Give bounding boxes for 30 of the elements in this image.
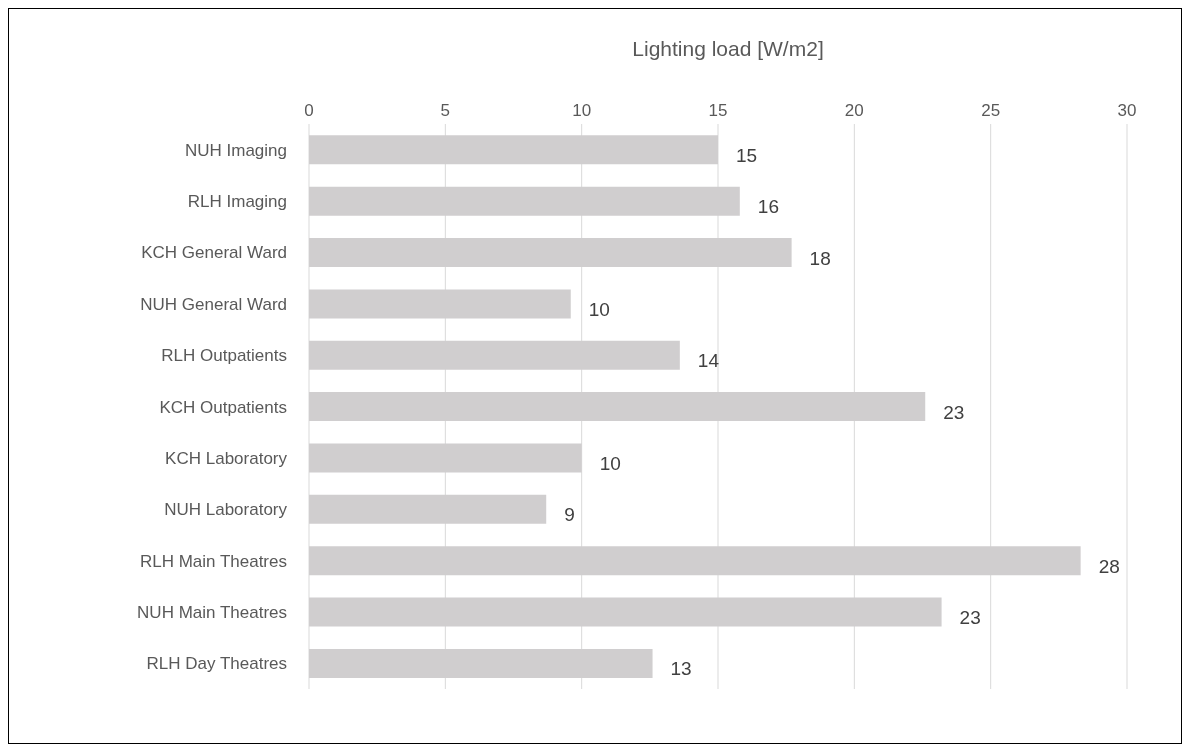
data-label: 9: [564, 504, 575, 526]
x-tick-label: 20: [844, 101, 864, 120]
y-tick-label: RLH Outpatients: [161, 346, 287, 366]
x-tick-label: 5: [440, 101, 451, 120]
data-label: 18: [809, 247, 831, 269]
x-tick-label: 15: [708, 101, 728, 120]
x-axis-title: Lighting load [W/m2]: [631, 37, 825, 61]
x-tick-label: 10: [572, 101, 592, 120]
y-tick-label: KCH Laboratory: [165, 448, 288, 468]
data-label: 23: [943, 401, 965, 423]
y-tick-label: RLH Main Theatres: [139, 551, 287, 571]
data-label: 15: [736, 144, 758, 166]
y-tick-label: RLH Day Theatres: [146, 654, 287, 674]
y-tick-label: KCH Outpatients: [159, 397, 287, 417]
y-tick-label: NUH General Ward: [140, 294, 287, 314]
data-label: 23: [959, 607, 981, 629]
y-tick-label: KCH General Ward: [141, 243, 287, 263]
x-tick-label: 25: [981, 101, 1001, 120]
x-tick-label: 30: [1117, 101, 1137, 120]
data-label: 10: [599, 452, 621, 474]
data-label: 28: [1098, 555, 1120, 577]
data-label: 10: [588, 298, 610, 320]
data-label: 13: [670, 658, 692, 680]
data-label: 16: [757, 196, 779, 218]
y-tick-label: RLH Imaging: [187, 192, 287, 212]
y-tick-label: NUH Main Theatres: [137, 602, 287, 622]
data-label: 14: [697, 350, 720, 372]
y-tick-label: NUH Laboratory: [164, 500, 288, 520]
x-tick-label: 0: [304, 101, 314, 120]
y-tick-label: NUH Imaging: [184, 140, 287, 160]
